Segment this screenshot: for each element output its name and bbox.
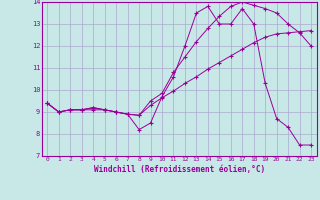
X-axis label: Windchill (Refroidissement éolien,°C): Windchill (Refroidissement éolien,°C) [94, 165, 265, 174]
